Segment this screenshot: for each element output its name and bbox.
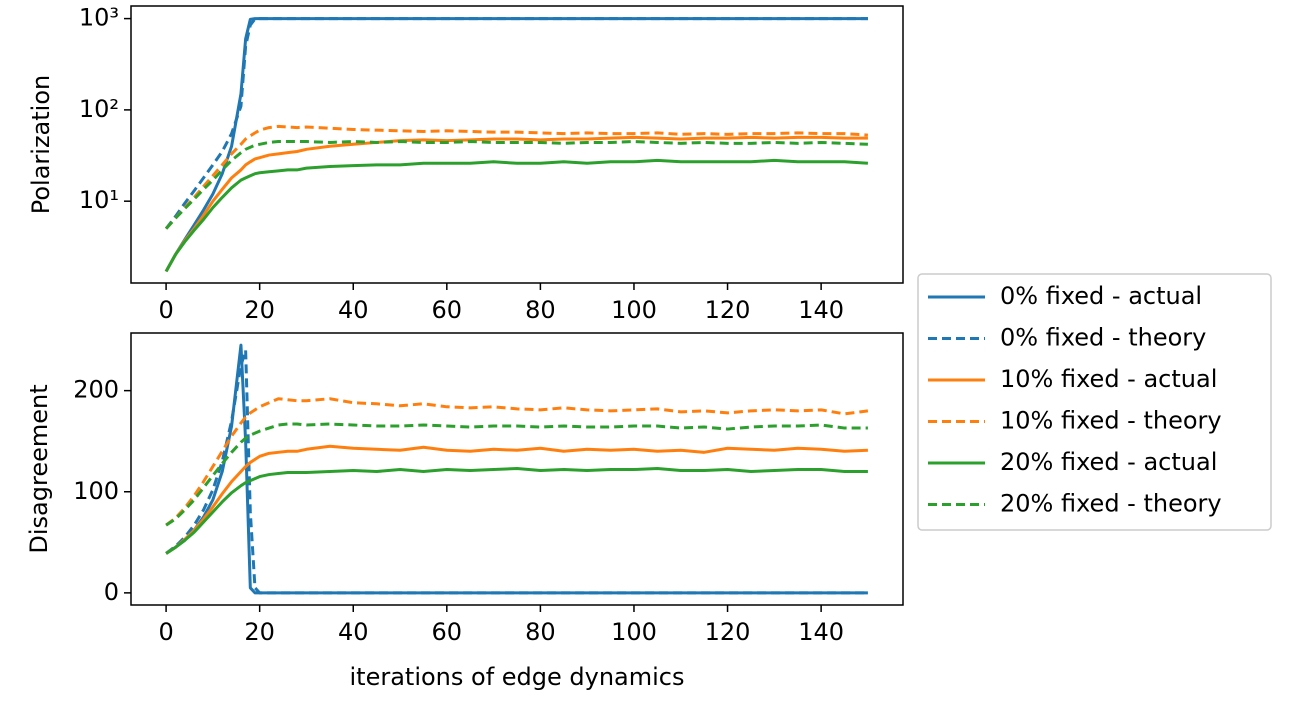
x-tick-label: 100: [611, 296, 657, 324]
x-tick-label: 80: [525, 296, 556, 324]
series-line: [164, 135, 868, 273]
series-line: [165, 466, 868, 555]
x-tick-label: 0: [158, 618, 173, 646]
x-tick-label: 0: [158, 296, 173, 324]
x-tick-label: 40: [338, 296, 369, 324]
y-tick-label: 10²: [79, 95, 119, 123]
y-axis-label: Disagreement: [25, 384, 53, 553]
y-tick-label: 10¹: [79, 186, 119, 214]
axes-frame: [130, 332, 904, 606]
legend-frame: [917, 273, 1272, 531]
legend-label: 20% fixed - theory: [1000, 490, 1222, 518]
x-tick-label: 40: [338, 618, 369, 646]
x-tick-label: 120: [705, 296, 751, 324]
x-tick-label: 60: [432, 296, 463, 324]
legend: 0% fixed - actual 0% fixed - theory 10% fi…: [917, 273, 1272, 531]
x-tick-label: 80: [525, 618, 556, 646]
series-line: [164, 158, 869, 273]
series-line: [165, 397, 869, 527]
series-line: [164, 17, 868, 273]
x-tick-label: 60: [432, 618, 463, 646]
y-tick-label: 0: [104, 578, 119, 606]
series-line: [164, 140, 868, 230]
legend-label: 0% fixed - theory: [1000, 324, 1206, 352]
legend-label: 10% fixed - theory: [1000, 407, 1222, 435]
legend-label: 10% fixed - actual: [1000, 365, 1217, 393]
series-line: [165, 444, 868, 555]
series-line: [164, 17, 868, 230]
legend-label: 0% fixed - actual: [1000, 282, 1202, 310]
y-tick-label: 10³: [79, 4, 119, 32]
legend-label: 20% fixed - actual: [1000, 448, 1217, 476]
y-tick-label: 100: [73, 477, 119, 505]
series-line: [165, 348, 868, 595]
x-tick-label: 100: [611, 618, 657, 646]
x-tick-label: 120: [705, 618, 751, 646]
x-axis-label: iterations of edge dynamics: [349, 663, 684, 691]
x-tick-label: 140: [798, 296, 844, 324]
y-axis-label: Polarization: [27, 75, 55, 215]
x-tick-label: 20: [244, 618, 275, 646]
y-tick-label: 200: [73, 376, 119, 404]
x-tick-label: 20: [244, 296, 275, 324]
x-tick-label: 140: [798, 618, 844, 646]
axes-frame: [130, 5, 904, 284]
